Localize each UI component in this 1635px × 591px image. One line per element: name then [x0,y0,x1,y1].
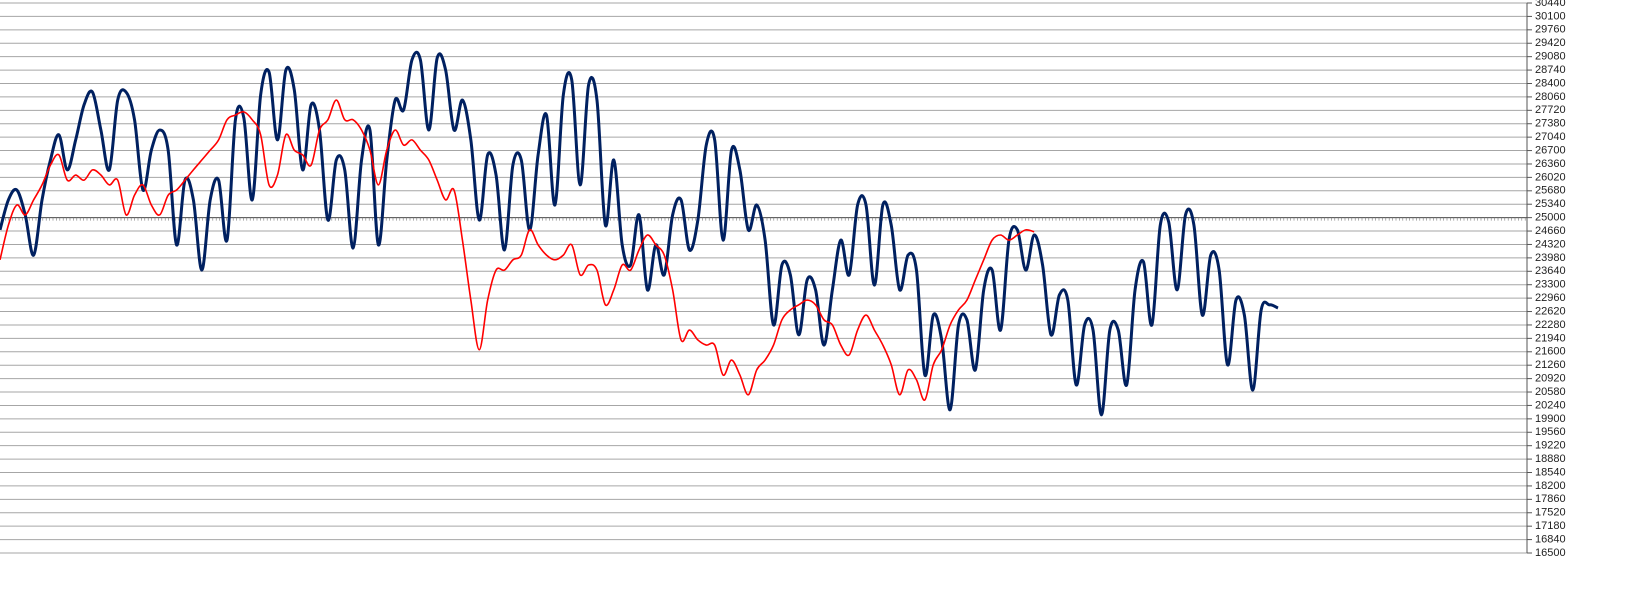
y-tick-label: 19900 [1535,413,1566,425]
y-tick-label: 21600 [1535,346,1566,358]
y-tick-label: 20240 [1535,399,1566,411]
y-tick-label: 21940 [1535,332,1566,344]
y-tick-label: 22280 [1535,319,1566,331]
data-line [0,50,1279,417]
y-tick-label: 20580 [1535,386,1566,398]
y-tick-label: 25340 [1535,198,1566,210]
y-tick-label: 19560 [1535,426,1566,438]
y-tick-label: 27040 [1535,131,1566,143]
y-tick-label: 17180 [1535,520,1566,532]
y-tick-label: 25680 [1535,185,1566,197]
y-tick-label: 23300 [1535,279,1566,291]
y-tick-label: 28740 [1535,64,1566,76]
y-tick-label: 18540 [1535,466,1566,478]
y-tick-label: 19220 [1535,440,1566,452]
y-tick-label: 21260 [1535,359,1566,371]
y-tick-label: 30100 [1535,10,1566,22]
y-tick-label: 29420 [1535,37,1566,49]
y-tick-label: 17520 [1535,507,1566,519]
y-tick-label: 22960 [1535,292,1566,304]
y-tick-label: 18880 [1535,453,1566,465]
y-tick-label: 30440 [1535,0,1566,9]
data-line [0,99,1035,401]
y-tick-label: 24660 [1535,225,1566,237]
y-tick-label: 28400 [1535,77,1566,89]
y-tick-label: 27380 [1535,118,1566,130]
y-tick-label: 26020 [1535,171,1566,183]
y-tick-label: 22620 [1535,305,1566,317]
y-tick-label: 25000 [1535,212,1566,224]
y-tick-label: 17860 [1535,493,1566,505]
y-tick-label: 26700 [1535,144,1566,156]
y-tick-label: 26360 [1535,158,1566,170]
y-tick-label: 23640 [1535,265,1566,277]
y-tick-label: 23980 [1535,252,1566,264]
y-tick-label: 28060 [1535,91,1566,103]
y-tick-label: 29760 [1535,24,1566,36]
y-tick-label: 27720 [1535,104,1566,116]
y-tick-label: 16500 [1535,547,1566,559]
y-tick-label: 18200 [1535,480,1566,492]
y-tick-label: 20920 [1535,373,1566,385]
y-tick-label: 24320 [1535,238,1566,250]
y-tick-label: 16840 [1535,533,1566,545]
y-tick-label: 29080 [1535,51,1566,63]
